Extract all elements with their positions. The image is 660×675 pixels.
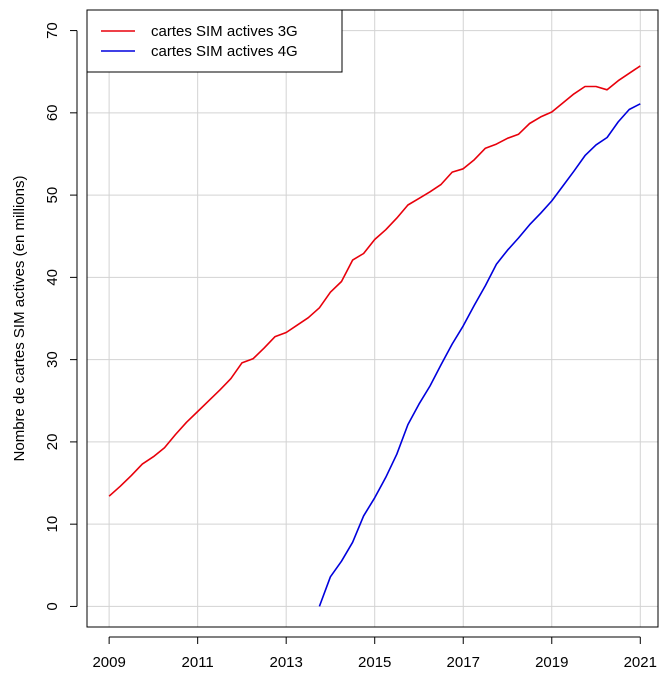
legend-box <box>86 9 343 73</box>
y-tick-label-6: 60 <box>44 104 61 121</box>
series-line-1 <box>318 103 641 607</box>
x-tick-label-3: 2015 <box>358 654 391 671</box>
legend: cartes SIM actives 3G cartes SIM actives … <box>86 9 343 73</box>
y-tick-label-3: 30 <box>44 351 61 368</box>
y-tick-label-7: 70 <box>44 22 61 39</box>
legend-label-0: cartes SIM actives 3G <box>151 23 298 40</box>
y-tick-label-2: 20 <box>44 434 61 451</box>
x-axis: 2009 2011 2013 2015 2017 2019 2021 <box>92 636 657 671</box>
x-tick-label-0: 2009 <box>92 654 125 671</box>
series-lines <box>108 65 641 607</box>
y-axis-label: Nombre de cartes SIM actives (en million… <box>11 176 28 462</box>
y-tick-label-5: 50 <box>44 187 61 204</box>
x-tick-label-6: 2021 <box>624 654 657 671</box>
series-line-0 <box>108 65 641 497</box>
plot-frame <box>86 9 659 628</box>
y-tick-label-0: 0 <box>44 602 61 610</box>
y-tick-label-1: 10 <box>44 516 61 533</box>
y-axis: 0 10 20 30 40 50 60 70 <box>44 22 78 611</box>
y-tick-label-4: 40 <box>44 269 61 286</box>
x-tick-label-2: 2013 <box>269 654 302 671</box>
legend-label-1: cartes SIM actives 4G <box>151 43 298 60</box>
x-tick-label-1: 2011 <box>182 654 214 671</box>
x-tick-label-4: 2017 <box>447 654 480 671</box>
x-tick-label-5: 2019 <box>535 654 568 671</box>
